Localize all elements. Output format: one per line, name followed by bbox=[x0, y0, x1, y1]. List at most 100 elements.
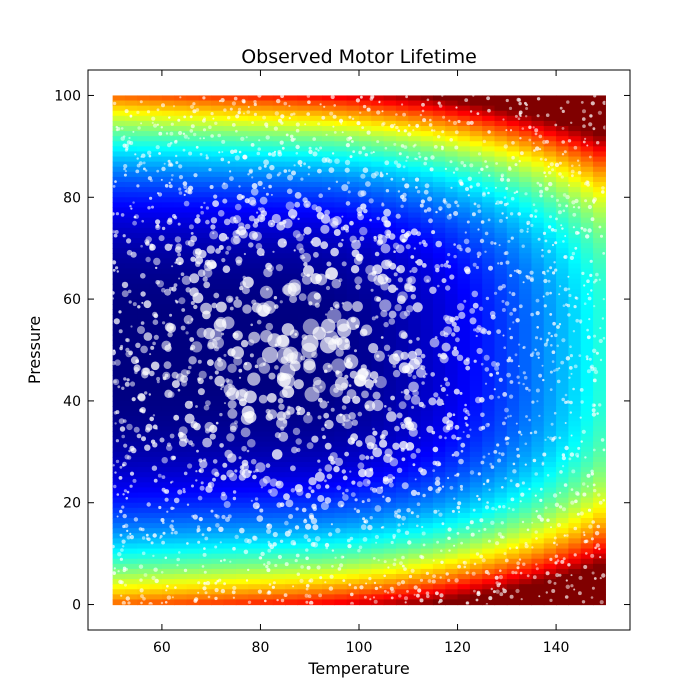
scatter-point bbox=[465, 247, 471, 253]
heatmap-cell bbox=[248, 462, 262, 468]
heatmap-cell bbox=[506, 538, 520, 545]
heatmap-cell bbox=[395, 131, 409, 137]
heatmap-cell bbox=[198, 385, 212, 392]
scatter-point bbox=[496, 443, 500, 447]
scatter-point bbox=[498, 244, 501, 247]
heatmap-cell bbox=[198, 273, 212, 280]
scatter-point bbox=[440, 560, 444, 564]
heatmap-cell bbox=[198, 197, 212, 203]
heatmap-cell bbox=[137, 146, 151, 153]
scatter-point bbox=[141, 219, 144, 223]
scatter-point bbox=[571, 251, 576, 256]
scatter-point bbox=[383, 321, 389, 328]
heatmap-cell bbox=[531, 131, 545, 137]
heatmap-cell bbox=[322, 553, 335, 560]
scatter-point bbox=[602, 499, 605, 502]
heatmap-cell bbox=[445, 538, 459, 545]
heatmap-cell bbox=[223, 370, 237, 377]
heatmap-cell bbox=[272, 258, 286, 265]
heatmap-cell bbox=[432, 314, 446, 321]
scatter-point bbox=[290, 465, 296, 472]
heatmap-cell bbox=[359, 456, 372, 463]
heatmap-cell bbox=[494, 502, 508, 509]
scatter-point bbox=[402, 112, 406, 117]
scatter-point bbox=[150, 361, 160, 371]
heatmap-cell bbox=[469, 558, 483, 565]
heatmap-cell bbox=[593, 166, 606, 173]
scatter-point bbox=[421, 404, 426, 409]
scatter-point bbox=[570, 584, 574, 588]
scatter-point bbox=[176, 557, 180, 562]
heatmap-cell bbox=[198, 538, 212, 545]
heatmap-cell bbox=[580, 441, 594, 448]
heatmap-cell bbox=[124, 329, 138, 336]
heatmap-cell bbox=[161, 548, 175, 555]
heatmap-cell bbox=[506, 288, 520, 295]
heatmap-cell bbox=[260, 482, 274, 489]
heatmap-cell bbox=[149, 462, 163, 468]
heatmap-cell bbox=[112, 258, 126, 265]
heatmap-cell bbox=[506, 385, 520, 392]
heatmap-cell bbox=[556, 492, 570, 499]
heatmap-cell bbox=[531, 421, 545, 427]
scatter-point bbox=[152, 533, 157, 538]
heatmap-cell bbox=[445, 243, 459, 249]
scatter-point bbox=[327, 401, 330, 404]
scatter-point bbox=[351, 480, 356, 485]
heatmap-cell bbox=[506, 599, 520, 606]
scatter-point bbox=[149, 196, 153, 200]
heatmap-cell bbox=[309, 156, 323, 163]
scatter-point bbox=[251, 121, 255, 124]
heatmap-cell bbox=[149, 395, 163, 402]
heatmap-cell bbox=[359, 232, 372, 239]
heatmap-cell bbox=[395, 487, 409, 494]
heatmap-cell bbox=[112, 482, 126, 489]
heatmap-cell bbox=[371, 553, 385, 560]
heatmap-cell bbox=[248, 126, 262, 132]
heatmap-cell bbox=[395, 324, 409, 331]
heatmap-cell bbox=[285, 248, 299, 254]
heatmap-cell bbox=[309, 538, 323, 545]
scatter-point bbox=[266, 561, 271, 565]
heatmap-cell bbox=[432, 232, 446, 239]
heatmap-cell bbox=[272, 299, 286, 305]
heatmap-cell bbox=[309, 141, 323, 147]
heatmap-cell bbox=[469, 385, 483, 392]
heatmap-cell bbox=[235, 370, 249, 377]
heatmap-cell bbox=[322, 105, 335, 112]
heatmap-cell bbox=[457, 467, 471, 473]
scatter-point bbox=[545, 139, 549, 144]
heatmap-cell bbox=[297, 421, 311, 427]
heatmap-cell bbox=[408, 232, 422, 239]
heatmap-cell bbox=[506, 182, 520, 188]
heatmap-cell bbox=[174, 568, 188, 575]
heatmap-cell bbox=[260, 278, 274, 285]
heatmap-cell bbox=[174, 421, 188, 427]
scatter-point bbox=[465, 187, 469, 191]
heatmap-cell bbox=[137, 238, 151, 244]
heatmap-cell bbox=[346, 110, 360, 117]
heatmap-cell bbox=[297, 594, 311, 601]
heatmap-cell bbox=[519, 584, 533, 590]
heatmap-cell bbox=[186, 146, 200, 153]
heatmap-cell bbox=[322, 126, 335, 132]
scatter-point bbox=[555, 573, 560, 578]
heatmap-cell bbox=[309, 161, 323, 168]
heatmap-cell bbox=[211, 151, 225, 158]
heatmap-cell bbox=[334, 446, 348, 453]
heatmap-cell bbox=[285, 95, 299, 102]
heatmap-cell bbox=[469, 339, 483, 346]
heatmap-cell bbox=[408, 579, 422, 585]
heatmap-cell bbox=[124, 543, 138, 550]
heatmap-cell bbox=[469, 502, 483, 509]
heatmap-cell bbox=[395, 110, 409, 117]
heatmap-cell bbox=[223, 263, 237, 270]
scatter-point bbox=[255, 462, 266, 473]
heatmap-cell bbox=[568, 283, 582, 290]
heatmap-cell bbox=[346, 146, 360, 153]
heatmap-cell bbox=[149, 232, 163, 239]
heatmap-cell bbox=[248, 431, 262, 438]
heatmap-cell bbox=[543, 538, 557, 545]
heatmap-cell bbox=[568, 446, 582, 453]
scatter-point bbox=[555, 543, 559, 546]
